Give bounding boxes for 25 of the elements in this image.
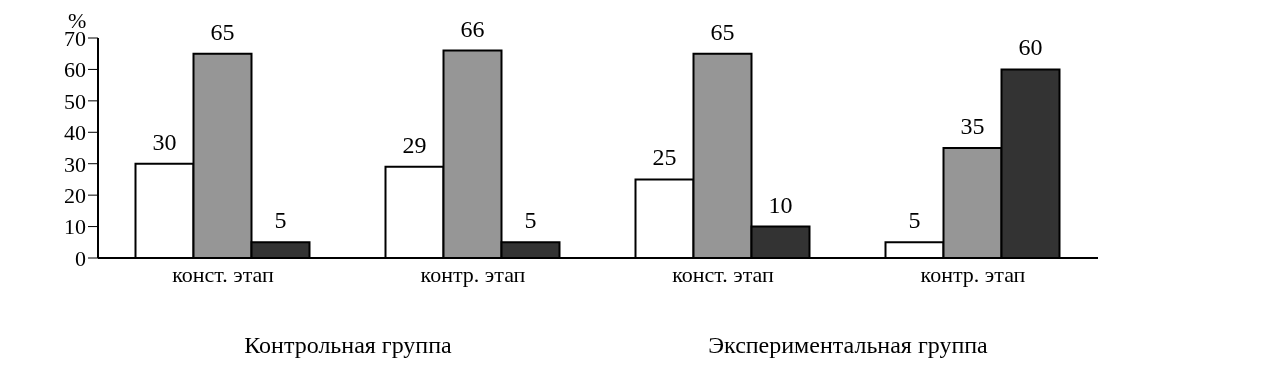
x-tick-label: контр. этап bbox=[920, 261, 1026, 287]
text: Экспериментальная группа bbox=[707, 332, 989, 359]
y-tick-label: 20 bbox=[64, 182, 86, 208]
y-tick-label: 50 bbox=[64, 88, 86, 114]
data-label: 5 bbox=[908, 207, 921, 234]
y-tick-label: 60 bbox=[64, 57, 86, 83]
text: Контрольная группа bbox=[243, 332, 453, 359]
data-label: 65 bbox=[710, 18, 735, 45]
data-label: 65 bbox=[210, 18, 235, 45]
data-label: 10 bbox=[768, 191, 793, 218]
data-label: 25 bbox=[652, 144, 677, 171]
x-tick-label: контр. этап bbox=[420, 261, 526, 287]
data-label: 30 bbox=[152, 128, 177, 155]
data-label: 35 bbox=[960, 113, 985, 139]
data-label: 5 bbox=[524, 207, 537, 234]
y-tick-label: 0 bbox=[75, 245, 86, 271]
y-tick-label: 30 bbox=[64, 151, 86, 177]
y-tick-label: 40 bbox=[64, 120, 86, 146]
x-tick-label: конст. этап bbox=[172, 261, 275, 287]
x-tick-label: конст. этап bbox=[672, 261, 775, 287]
data-label: 5 bbox=[274, 207, 287, 234]
data-label: 29 bbox=[402, 131, 427, 158]
data-label: 66 bbox=[460, 15, 485, 42]
data-label: 60 bbox=[1018, 34, 1043, 61]
y-tick-label: 10 bbox=[64, 214, 86, 240]
